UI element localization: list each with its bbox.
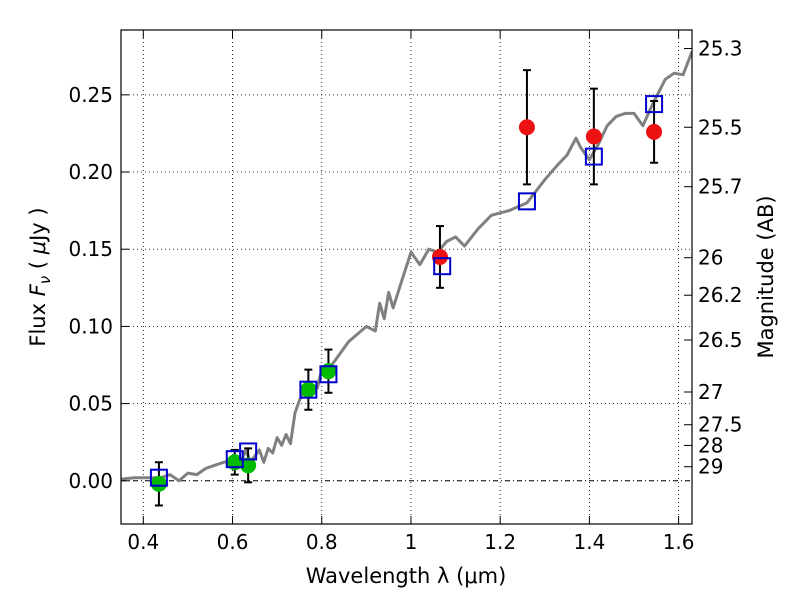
observed-point-green [300,381,317,398]
y-axis-label: Flux Fν ( μJy ) [26,207,54,346]
observed-point-green [150,475,167,492]
x-tick-label: 0.6 [217,530,249,554]
magnitude-tick-label: 25.3 [698,37,743,61]
observed-point-green [240,457,257,474]
y-axis-label-flux: Flux [26,296,50,346]
y-axis-label-mu: μ [26,241,50,255]
model-square-point [584,147,603,166]
x-tick-label: 0.8 [306,530,338,554]
model-square-point [299,380,318,399]
y-tick-labels: 0.00 0.05 0.10 0.15 0.20 0.25 [68,83,113,493]
x-tick-label: 1.4 [573,530,605,554]
axis-ticks [121,30,692,524]
model-square-point [517,192,536,211]
y-axis-label-unit: Jy ) [26,207,50,243]
y-axis-label-nu: ν [36,276,54,284]
y-tick-label: 0.10 [68,314,113,338]
x-tick-label: 1 [405,530,418,554]
data-points [149,95,664,492]
magnitude-tick-label: 26.5 [698,328,743,352]
model-square-point [149,468,168,487]
y-tick-label: 0.05 [68,392,113,416]
y-tick-label: 0.15 [68,237,113,261]
y-tick-label: 0.25 [68,83,113,107]
observed-point-red [431,248,448,265]
x-tick-label: 0.4 [127,530,159,554]
magnitude-tick-label: 25.5 [698,115,743,139]
y-axis-label-f: F [26,283,50,296]
y-axis-label-open: ( [26,254,50,276]
model-square-point [319,365,338,384]
x-tick-labels: 0.4 0.6 0.8 1 1.2 1.4 1.6 [127,530,694,554]
plot-background [121,30,692,524]
y-tick-label: 0.00 [68,469,113,493]
observed-point-red [518,119,535,136]
magnitude-tick-label: 28 [698,433,723,457]
magnitude-tick-label: 29 [698,455,723,479]
model-square-point [239,442,258,461]
model-square-point [645,95,664,114]
x-tick-label: 1.2 [484,530,516,554]
plot-frame [120,29,693,525]
magnitude-tick-label: 25.7 [698,175,743,199]
observed-point-red [646,123,663,140]
right-axis-label: Magnitude (AB) [754,195,778,358]
magnitude-tick-label: 27.5 [698,413,743,437]
model-square-point [433,257,452,276]
magnitude-tick-label: 27 [698,380,723,404]
observed-point-red [585,128,602,145]
magnitude-tick-label: 26 [698,246,723,270]
x-axis-label: Wavelength λ (μm) [306,564,507,588]
y-tick-label: 0.20 [68,160,113,184]
x-tick-label: 1.6 [663,530,695,554]
magnitude-tick-label: 26.2 [698,283,743,307]
